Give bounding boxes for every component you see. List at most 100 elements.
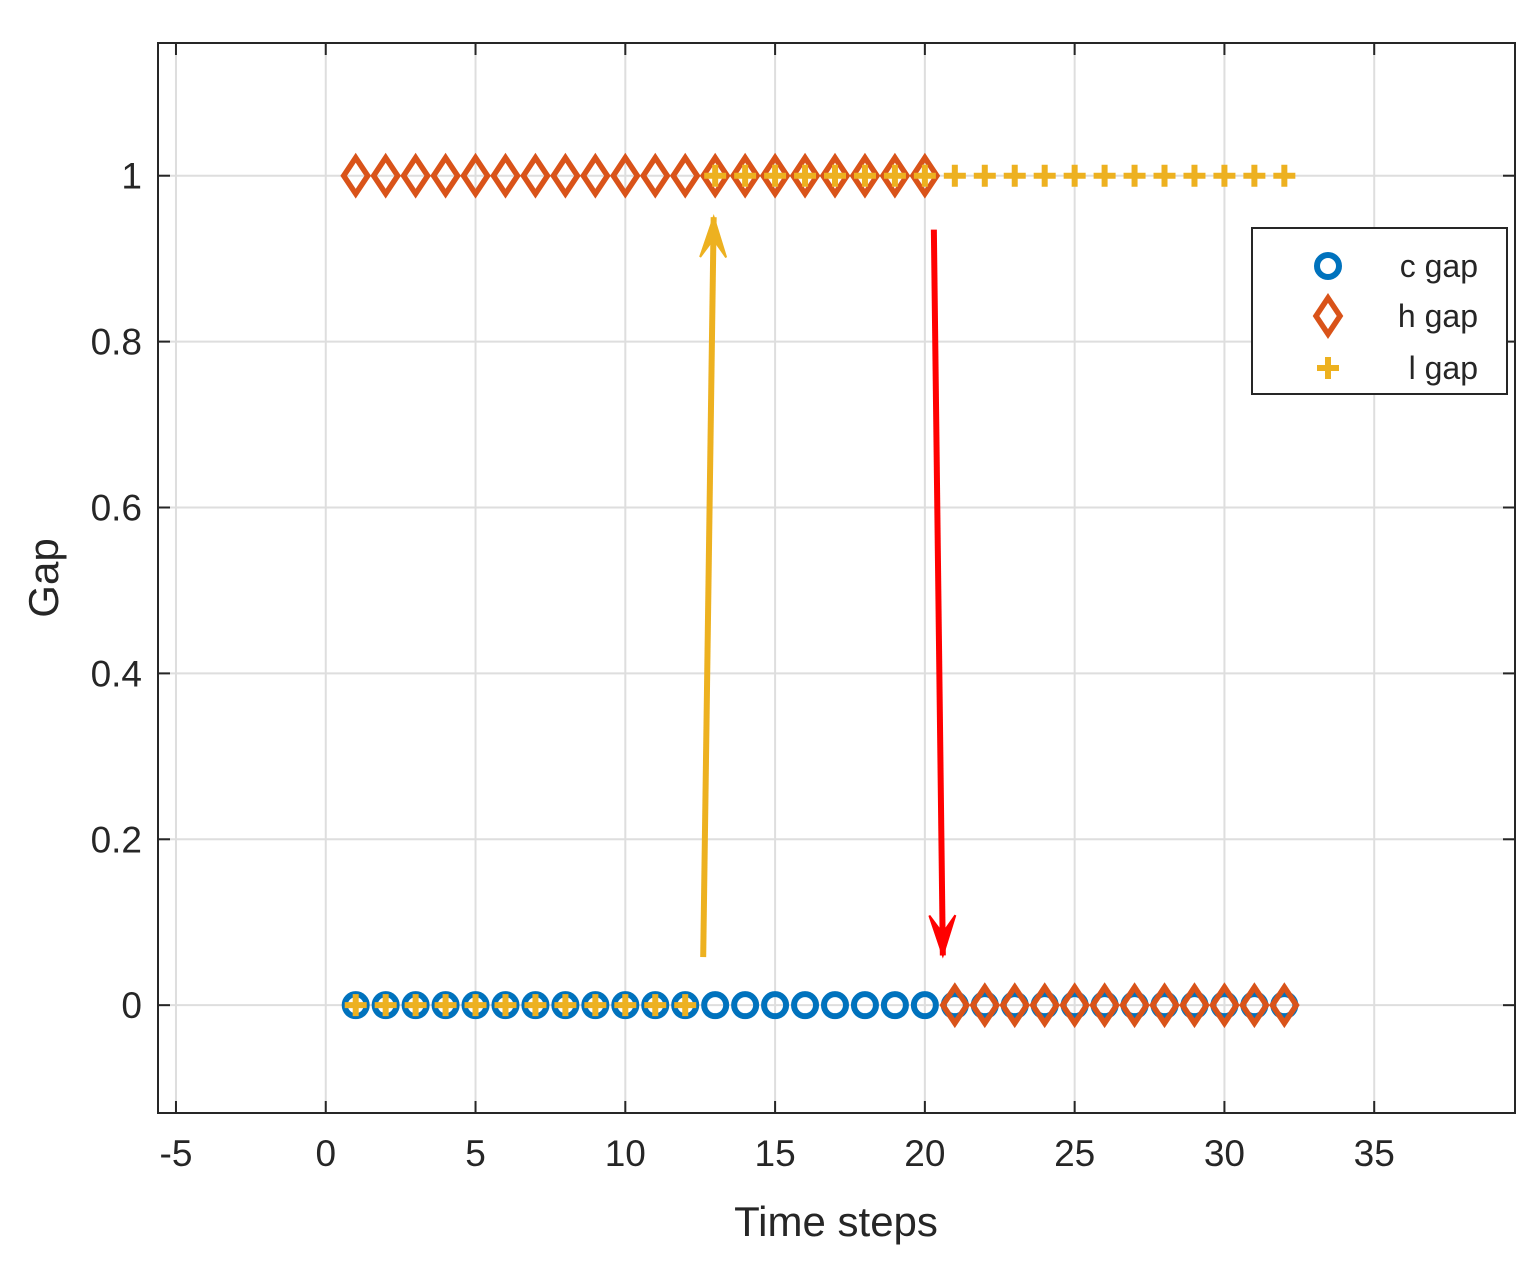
data-point bbox=[850, 991, 879, 1020]
data-point bbox=[880, 991, 909, 1020]
x-tick-labels: -5 0 5 10 15 20 25 30 35 bbox=[160, 1133, 1395, 1174]
data-point bbox=[524, 994, 547, 1017]
data-point bbox=[340, 152, 372, 199]
legend-marker-circle bbox=[1314, 252, 1342, 280]
data-point bbox=[939, 982, 971, 1029]
data-point bbox=[943, 164, 966, 187]
data-point bbox=[913, 164, 936, 187]
y-tick-label: 0.6 bbox=[91, 487, 142, 528]
data-point bbox=[674, 994, 697, 1017]
axis-ticks bbox=[158, 43, 1515, 1113]
data-point bbox=[729, 152, 761, 199]
data-point bbox=[701, 991, 730, 1020]
data-point bbox=[731, 991, 760, 1020]
legend-label: h gap bbox=[1398, 298, 1478, 334]
data-point bbox=[734, 164, 757, 187]
data-point bbox=[909, 152, 941, 199]
data-point bbox=[400, 152, 431, 199]
data-point bbox=[1063, 164, 1086, 187]
x-tick-label: 5 bbox=[465, 1133, 486, 1174]
data-point bbox=[580, 152, 611, 199]
plot-frame bbox=[157, 42, 1516, 1114]
x-tick-label: -5 bbox=[160, 1133, 193, 1174]
x-tick-label: 20 bbox=[904, 1133, 945, 1174]
legend: c gap h gap l gap bbox=[1251, 227, 1508, 395]
arrow-head bbox=[928, 914, 957, 959]
arrow-shaft bbox=[930, 229, 946, 956]
series-l-gap bbox=[344, 164, 1296, 1017]
data-point bbox=[554, 994, 577, 1017]
y-tick-label: 0.8 bbox=[91, 322, 142, 363]
data-point bbox=[639, 152, 671, 199]
y-tick-label: 1 bbox=[121, 156, 142, 197]
data-point bbox=[849, 152, 881, 199]
data-point bbox=[344, 994, 367, 1017]
x-tick-label: 35 bbox=[1354, 1133, 1395, 1174]
data-point bbox=[1003, 164, 1026, 187]
data-point bbox=[1183, 164, 1206, 187]
data-point bbox=[550, 152, 581, 199]
data-point bbox=[999, 982, 1031, 1029]
y-tick-label: 0.4 bbox=[91, 653, 142, 694]
data-point bbox=[669, 152, 701, 199]
series-h-gap bbox=[340, 152, 1300, 1029]
y-axis-label: Gap bbox=[20, 538, 67, 617]
legend-box bbox=[1251, 227, 1508, 395]
data-point bbox=[644, 994, 667, 1017]
data-point bbox=[1153, 164, 1176, 187]
data-point bbox=[464, 994, 487, 1017]
data-point bbox=[910, 991, 939, 1020]
data-point bbox=[761, 991, 790, 1020]
data-point bbox=[883, 164, 906, 187]
data-point bbox=[794, 164, 817, 187]
data-point bbox=[704, 164, 727, 187]
x-tick-label: 0 bbox=[315, 1133, 336, 1174]
data-point bbox=[614, 994, 637, 1017]
data-point bbox=[1089, 982, 1120, 1029]
data-series bbox=[340, 152, 1300, 1029]
data-point bbox=[759, 152, 791, 199]
data-point bbox=[1059, 982, 1090, 1029]
data-point bbox=[1273, 164, 1296, 187]
data-point bbox=[853, 164, 876, 187]
legend-marker-diamond bbox=[1312, 293, 1344, 339]
data-point bbox=[434, 994, 457, 1017]
data-point bbox=[374, 994, 397, 1017]
x-tick-label: 15 bbox=[755, 1133, 796, 1174]
data-point bbox=[1093, 164, 1116, 187]
data-point bbox=[430, 152, 461, 199]
annotation-arrows bbox=[699, 213, 957, 959]
data-point bbox=[610, 152, 641, 199]
data-point bbox=[494, 994, 517, 1017]
data-point bbox=[1269, 982, 1300, 1029]
data-point bbox=[821, 991, 850, 1020]
data-point bbox=[879, 152, 911, 199]
data-point bbox=[520, 152, 551, 199]
data-point bbox=[460, 152, 491, 199]
y-tick-label: 0.2 bbox=[91, 819, 142, 860]
data-point bbox=[789, 152, 821, 199]
data-point bbox=[791, 991, 820, 1020]
data-point bbox=[969, 982, 1001, 1029]
data-point bbox=[370, 152, 401, 199]
data-point bbox=[1119, 982, 1150, 1029]
data-point bbox=[973, 164, 996, 187]
data-point bbox=[699, 152, 731, 199]
data-point bbox=[404, 994, 427, 1017]
data-point bbox=[584, 994, 607, 1017]
x-tick-label: 25 bbox=[1054, 1133, 1095, 1174]
data-point bbox=[1243, 164, 1266, 187]
arrow-shaft bbox=[700, 217, 717, 958]
x-tick-label: 10 bbox=[605, 1133, 646, 1174]
data-point bbox=[819, 152, 851, 199]
data-point bbox=[1209, 982, 1240, 1029]
data-point bbox=[1029, 982, 1060, 1029]
x-tick-label: 30 bbox=[1204, 1133, 1245, 1174]
y-tick-labels: 0 0.2 0.4 0.6 0.8 1 bbox=[91, 156, 142, 1026]
legend-marker-plus bbox=[1317, 357, 1339, 379]
data-point bbox=[1149, 982, 1180, 1029]
data-point bbox=[1123, 164, 1146, 187]
data-point bbox=[1239, 982, 1270, 1029]
legend-label: c gap bbox=[1400, 248, 1478, 284]
